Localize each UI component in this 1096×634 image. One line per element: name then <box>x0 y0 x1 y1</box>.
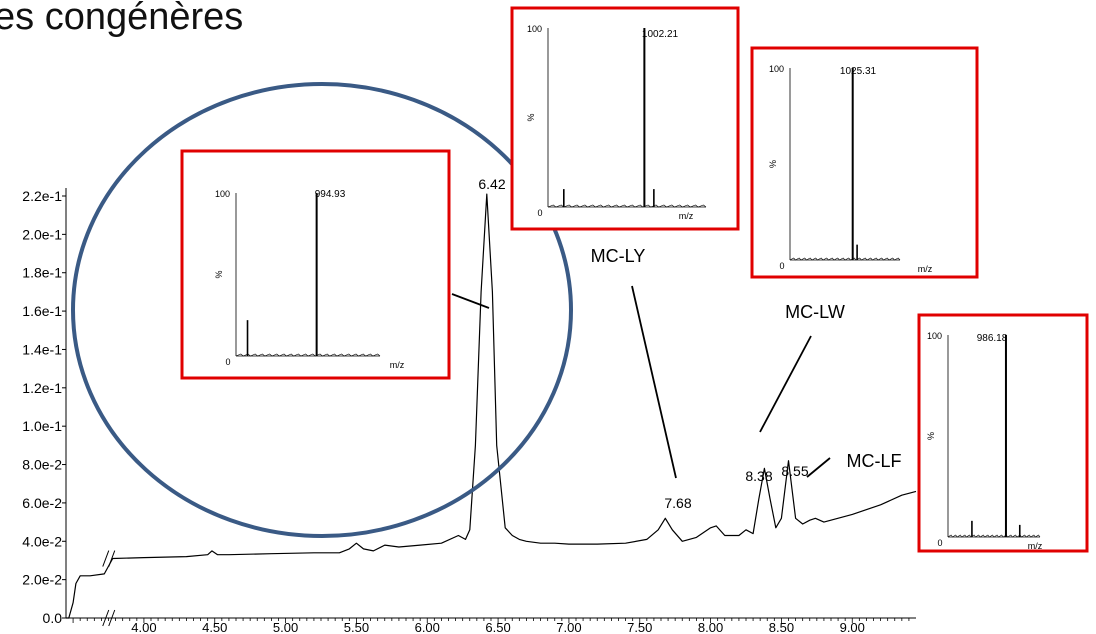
inset-y-axis-label: % <box>768 160 778 168</box>
x-tick-label: 7.50 <box>627 620 652 634</box>
x-tick-label: 8.00 <box>698 620 723 634</box>
inset-x-axis-label: m/z <box>390 360 405 370</box>
y-tick-label: 4.0e-2 <box>22 533 62 549</box>
peak-label: 7.68 <box>664 495 691 511</box>
inset-peak-label: 986.18 <box>977 333 1008 344</box>
axis-break-mark <box>108 609 116 627</box>
inset-baseline <box>947 534 1041 538</box>
chart-axes: 0.0 2.0e-2 4.0e-2 6.0e-2 8.0e-2 1.0e-1 1.2e-1 1… <box>22 188 916 634</box>
inset-peak-label: 1002.21 <box>642 29 679 40</box>
y-tick-label: 1.2e-1 <box>22 380 62 396</box>
inset-x-axis-label: m/z <box>679 211 694 221</box>
peak-label: 6.42 <box>478 176 505 192</box>
inset-frame <box>917 313 1089 553</box>
inset-x-axis-label: m/z <box>918 264 933 274</box>
inset-y-axis-label: % <box>214 270 224 278</box>
peak-label: 8.55 <box>781 463 808 479</box>
inset-peak-label: 994.93 <box>315 189 346 200</box>
x-tick-label: 5.50 <box>344 620 369 634</box>
peak-labels: 6.42 7.68 8.38 8.55 <box>478 176 808 511</box>
inset-frame <box>510 6 740 231</box>
y-tick-label: 1.4e-1 <box>22 341 62 357</box>
inset-baseline <box>235 353 381 357</box>
callout-leader-line <box>759 335 812 433</box>
inset-y-axis-label: % <box>926 432 936 440</box>
inset-y-top-label: 100 <box>527 24 542 34</box>
callout-leader-line <box>631 285 677 479</box>
inset-spectrum-mc-ly: 100 0% m/z 1002.21 <box>510 6 740 231</box>
callout-leader-line <box>806 457 831 478</box>
highlight-circle <box>71 82 573 538</box>
inset-spectrum-mc-lr: 100 0% m/z 994.93 <box>180 149 451 380</box>
compound-label: MC-LW <box>785 302 845 322</box>
y-tick-label: 8.0e-2 <box>22 457 62 473</box>
x-tick-label: 8.50 <box>769 620 794 634</box>
y-tick-label: 2.2e-1 <box>22 188 62 204</box>
inset-y-bottom-label: 0 <box>537 208 542 218</box>
peak-label: 8.38 <box>745 468 772 484</box>
mass-spectrum-insets: 100 0% m/z 994.93 100 0% m/z 1002.21 100 0% m/z 102… <box>180 6 1089 553</box>
y-tick-label: 0.0 <box>43 610 63 626</box>
x-tick-label: 5.00 <box>273 620 298 634</box>
callout-leader-line <box>451 293 490 309</box>
inset-y-bottom-label: 0 <box>225 357 230 367</box>
inset-frame <box>180 149 451 380</box>
page-heading: es congénères <box>0 0 244 38</box>
inset-frame <box>750 46 979 279</box>
x-tick-label: 7.00 <box>556 620 581 634</box>
y-tick-label: 2.0e-1 <box>22 226 62 242</box>
y-tick-label: 1.0e-1 <box>22 418 62 434</box>
y-tick-label: 1.8e-1 <box>22 265 62 281</box>
inset-baseline <box>547 204 707 208</box>
inset-y-top-label: 100 <box>769 64 784 74</box>
x-tick-label: 4.50 <box>202 620 227 634</box>
series-line <box>66 193 917 619</box>
inset-y-bottom-label: 0 <box>937 538 942 548</box>
inset-spectrum-mc-lf: 100 0% m/z 986.18 <box>917 313 1089 553</box>
compound-label: MC-LY <box>591 246 646 266</box>
axis-break-mark <box>102 550 110 567</box>
y-tick-label: 6.0e-2 <box>22 495 62 511</box>
compound-label: MC-LF <box>847 451 902 471</box>
y-tick-label: 1.6e-1 <box>22 303 62 319</box>
inset-peak-label: 1025.31 <box>840 66 877 77</box>
inset-spectrum-mc-lw: 100 0% m/z 1025.31 <box>750 46 979 279</box>
inset-y-bottom-label: 0 <box>779 261 784 271</box>
axis-break-mark <box>102 609 110 627</box>
inset-y-axis-label: % <box>526 113 536 121</box>
x-tick-label: 6.50 <box>485 620 510 634</box>
inset-baseline <box>789 257 901 261</box>
x-tick-label: 4.00 <box>131 620 156 634</box>
inset-x-axis-label: m/z <box>1028 541 1043 551</box>
y-tick-label: 2.0e-2 <box>22 572 62 588</box>
inset-y-top-label: 100 <box>927 331 942 341</box>
chromatogram-trace <box>66 193 917 619</box>
x-tick-label: 9.00 <box>840 620 865 634</box>
x-tick-label: 6.00 <box>415 620 440 634</box>
inset-y-top-label: 100 <box>215 189 230 199</box>
